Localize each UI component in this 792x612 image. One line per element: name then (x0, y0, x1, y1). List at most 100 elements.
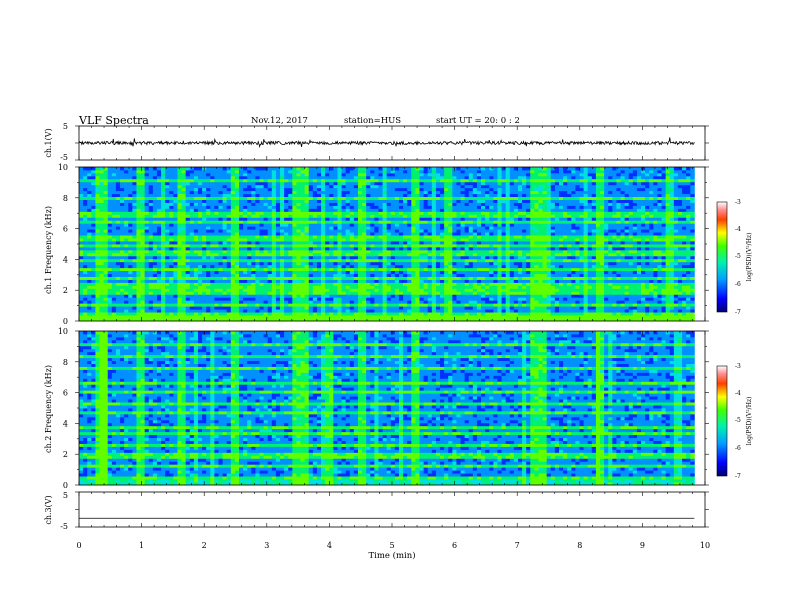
ch1-spectrogram-cell (460, 285, 466, 289)
ch1-spectrogram-cell (415, 303, 420, 307)
ch1-spectrogram-cell (255, 303, 260, 307)
ch1-spectrogram-cell (366, 223, 371, 227)
ch1-spectrogram-cell (448, 258, 453, 263)
ch1-spectrogram-cell (107, 246, 113, 251)
ch1-spectrogram-cell (440, 276, 445, 280)
ch1-spectrogram-cell (452, 306, 457, 310)
ch1-spectrogram-cell (435, 315, 441, 319)
ch1-spectrogram-cell (275, 294, 281, 298)
ch1-spectrogram-cell (415, 315, 420, 319)
ch1-spectrogram-cell (345, 255, 351, 260)
ch1-spectrogram-cell (636, 315, 642, 319)
ch1-spectrogram-cell (624, 264, 630, 269)
ch1-spectrogram-cell (403, 255, 408, 260)
ch1-spectrogram-cell (415, 276, 420, 280)
ch1-spectrogram-cell (452, 309, 457, 313)
ch1-spectrogram-cell (161, 270, 166, 275)
ch1-spectrogram-cell (558, 306, 564, 310)
ch1-spectrogram-cell (128, 279, 133, 283)
ch1-spectrogram-cell (669, 270, 675, 275)
ch1-spectrogram-cell (645, 291, 650, 295)
ch1-spectrogram-cell (275, 309, 281, 313)
ch1-spectrogram-cell (595, 306, 601, 310)
ch1-spectrogram-cell (501, 306, 507, 310)
ch1-spectrogram-cell (251, 285, 256, 289)
ch1-spectrogram-cell (79, 318, 84, 322)
ch1-spectrogram-cell (226, 267, 232, 272)
ch1-spectrogram-cell (501, 223, 507, 227)
ch1-spectrogram-cell (456, 223, 461, 227)
ch1-spectrogram-cell (316, 273, 322, 277)
ch1-spectrogram-cell (353, 294, 359, 298)
ch1-spectrogram-cell (571, 238, 576, 242)
ch1-spectrogram-cell (595, 232, 601, 236)
ch1-spectrogram-cell (657, 282, 662, 286)
ch1-spectrogram-cell (587, 229, 593, 233)
ch1-spectrogram-cell (641, 232, 646, 236)
ch1-spectrogram-cell (83, 279, 88, 283)
ch1-spectrogram-cell (587, 285, 593, 289)
ch1-spectrogram-cell (628, 318, 634, 322)
ch1-spectrogram-cell (456, 255, 461, 260)
ch1-spectrogram-cell (628, 294, 634, 298)
ch1-spectrogram-cell (431, 273, 437, 277)
ch1-spectrogram-cell (485, 252, 490, 257)
ch1-spectrogram-cell (165, 232, 170, 236)
ch1-spectrogram-cell (165, 318, 170, 322)
ch1-spectrogram-cell (415, 258, 420, 263)
ch1-spectrogram-cell (456, 264, 461, 269)
ch1-spectrogram-cell (115, 270, 121, 275)
ch1-spectrogram-cell (612, 276, 617, 280)
ch1-spectrogram-cell (378, 252, 383, 257)
ch1-spectrogram-cell (673, 238, 679, 242)
ch1-spectrogram-cell (575, 315, 580, 319)
ch1-spectrogram-cell (423, 258, 429, 263)
ch1-spectrogram-cell (148, 223, 154, 227)
ch1-spectrogram-cell (341, 246, 347, 251)
ch1-spectrogram-cell (357, 270, 363, 275)
ch1-spectrogram-cell (206, 235, 211, 239)
ch1-spectrogram-cell (579, 297, 584, 301)
ch1-spectrogram-cell (124, 246, 129, 251)
ch1-spectrogram-cell (202, 264, 207, 269)
ch1-spectrogram-cell (452, 241, 457, 245)
ch1-spectrogram-cell (398, 297, 404, 301)
ch1-spectrogram-cell (140, 288, 146, 292)
ch1-spectrogram-cell (386, 241, 392, 245)
ch1-spectrogram-cell (284, 261, 289, 266)
ch1-spectrogram-cell (423, 255, 429, 260)
ch1-spectrogram-cell (444, 276, 449, 280)
ch1-spectrogram-cell (214, 238, 219, 242)
ch1-spectrogram-cell (202, 261, 207, 266)
ch1-spectrogram-cell (591, 306, 597, 310)
ch1-spectrogram-cell (185, 238, 191, 242)
ch1-spectrogram-cell (132, 273, 137, 277)
ch1-spectrogram-cell (464, 294, 470, 298)
ch1-spectrogram-cell (362, 261, 367, 266)
ch1-spectrogram-cell (156, 309, 162, 313)
ch1-spectrogram-cell (222, 220, 228, 224)
ch1-spectrogram-cell (534, 244, 539, 248)
ch1-spectrogram-cell (378, 270, 383, 275)
ch1-spectrogram-cell (214, 291, 219, 295)
ch1-spectrogram-cell (501, 282, 507, 286)
ch1-spectrogram-cell (222, 273, 228, 277)
ch1-spectrogram-cell (444, 246, 449, 251)
ch1-spectrogram-cell (83, 241, 88, 245)
ch1-spectrogram-cell (304, 241, 310, 245)
ch1-spectrogram-cell (460, 288, 466, 292)
ch1-spectrogram-cell (173, 270, 178, 275)
ch1-spectrogram-cell (181, 270, 187, 275)
ch1-spectrogram-cell (563, 267, 568, 272)
ch1-spectrogram-cell (530, 267, 535, 272)
ch1-spectrogram-cell (526, 226, 531, 230)
ch1-spectrogram-cell (476, 241, 482, 245)
ch1-spectrogram-cell (288, 238, 293, 242)
ch1-spectrogram-cell (165, 279, 170, 283)
ch1-spectrogram-cell (251, 279, 256, 283)
ch1-spectrogram-cell (370, 282, 375, 286)
ch1-spectrogram-cell (632, 279, 638, 283)
ch1-spectrogram-cell (575, 241, 580, 245)
ch1-spectrogram-cell (312, 288, 318, 292)
ch1-spectrogram-cell (587, 270, 593, 275)
